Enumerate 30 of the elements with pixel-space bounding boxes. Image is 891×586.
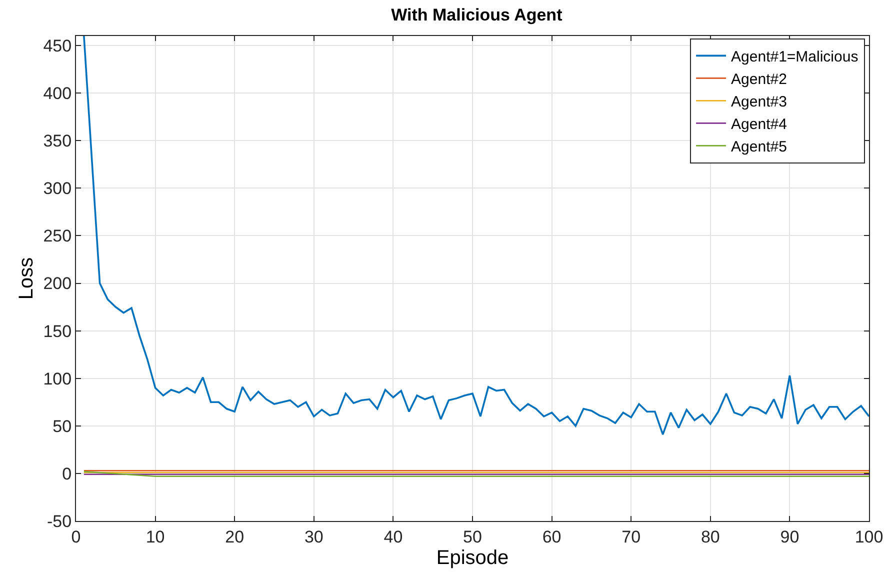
y-tick-label: 0 bbox=[62, 464, 72, 484]
x-tick-label: 60 bbox=[542, 527, 562, 546]
x-tick-label: 90 bbox=[780, 527, 800, 546]
x-tick-label: 80 bbox=[700, 527, 720, 546]
chart-title: With Malicious Agent bbox=[391, 6, 563, 25]
x-tick-label: 100 bbox=[854, 527, 884, 546]
legend-label: Agent#1=Malicious bbox=[731, 48, 858, 66]
y-tick-label: 300 bbox=[43, 179, 72, 198]
legend-label: Agent#4 bbox=[731, 116, 787, 134]
y-tick-label: 450 bbox=[43, 36, 72, 56]
y-tick-label: 50 bbox=[52, 416, 72, 436]
y-axis-title: Loss bbox=[16, 257, 38, 300]
y-tick-label: 150 bbox=[43, 322, 72, 341]
x-tick-label: 30 bbox=[304, 527, 324, 546]
x-tick-label: 40 bbox=[384, 527, 403, 546]
x-tick-label: 50 bbox=[463, 527, 482, 546]
line-series bbox=[83, 36, 869, 436]
y-tick-label: -50 bbox=[47, 512, 72, 531]
x-tick-label: 10 bbox=[146, 527, 165, 546]
x-axis-title: Episode bbox=[436, 546, 509, 569]
y-tick-label: 350 bbox=[43, 132, 72, 151]
y-tick-label: 250 bbox=[43, 226, 72, 246]
y-tick-label: 200 bbox=[43, 274, 72, 294]
y-tick-label: 400 bbox=[43, 84, 72, 104]
x-tick-label: 70 bbox=[622, 527, 641, 546]
legend-label: Agent#2 bbox=[731, 71, 787, 88]
legend-label: Agent#5 bbox=[731, 138, 787, 156]
legend-label: Agent#3 bbox=[731, 94, 787, 111]
x-tick-label: 20 bbox=[225, 527, 244, 546]
y-tick-label: 100 bbox=[43, 369, 72, 388]
